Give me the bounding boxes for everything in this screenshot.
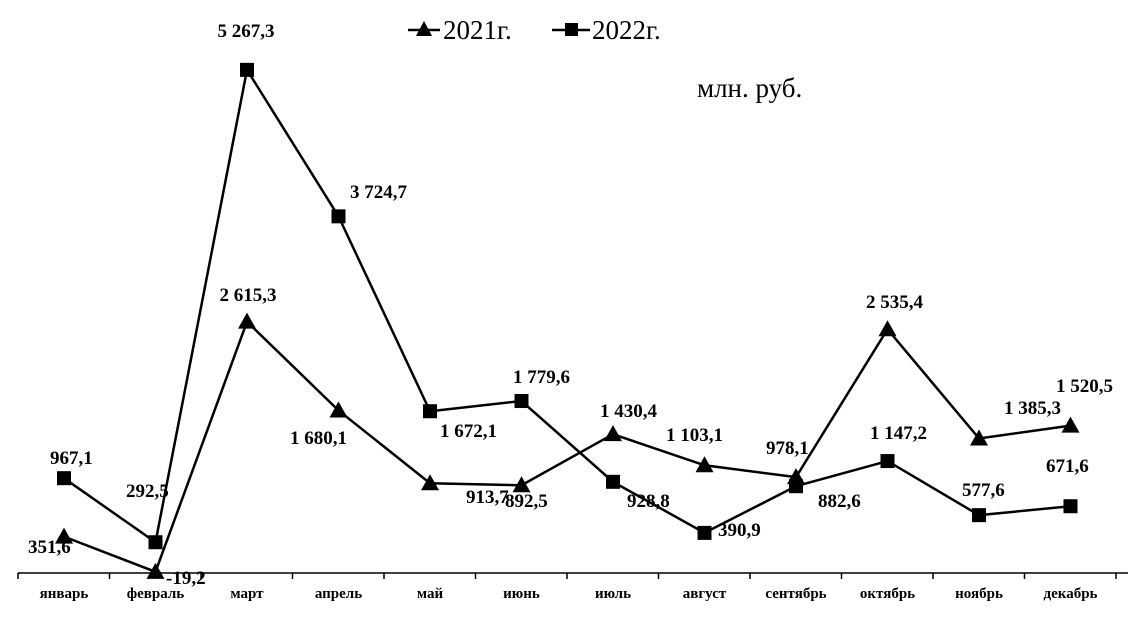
x-tick-label-6: июль (595, 586, 631, 602)
data-label-0-8: 978,1 (766, 438, 809, 459)
data-label-0-9: 2 535,4 (866, 292, 924, 313)
data-label-0-5: 892,5 (505, 491, 548, 512)
triangle-marker-7 (695, 456, 714, 473)
data-label-0-10: 1 385,3 (1004, 398, 1061, 419)
triangle-marker-2 (238, 312, 256, 329)
series-line-2022г. (63, 66, 1071, 545)
x-tick-label-4: май (417, 586, 444, 602)
legend: 2021г. 2022г. (408, 15, 661, 45)
legend-2022-label: 2022г. (592, 15, 661, 45)
triangle-marker-4 (421, 474, 439, 491)
x-axis-tick-labels: январь февраль март апрель май июнь июль август… (40, 586, 1098, 602)
data-label-1-0: 967,1 (50, 448, 93, 469)
square-marker-4 (423, 404, 437, 419)
data-label-1-1: 292,5 (126, 481, 169, 502)
data-label-0-0: 351,6 (28, 537, 71, 558)
triangle-marker-1 (146, 562, 165, 579)
data-label-1-5: 1 779,6 (513, 367, 570, 388)
square-marker-2 (240, 62, 254, 77)
triangle-marker-3 (329, 401, 348, 418)
square-marker-10 (972, 508, 986, 523)
data-label-1-11: 671,6 (1046, 456, 1089, 477)
triangle-marker-9 (878, 320, 897, 337)
square-marker-7 (697, 525, 712, 540)
data-label-0-3: 1 680,1 (290, 428, 347, 449)
x-tick-label-3: апрель (315, 586, 362, 602)
square-marker-11 (1063, 499, 1078, 514)
data-label-1-2: 5 267,3 (218, 21, 275, 42)
x-tick-label-1: февраль (127, 586, 185, 602)
data-label-0-2: 2 615,3 (220, 285, 277, 306)
triangle-marker-6 (604, 425, 622, 442)
data-label-1-8: 882,6 (818, 491, 861, 512)
square-marker-8 (789, 479, 803, 494)
x-tick-label-11: декабрь (1044, 586, 1098, 602)
series-markers (55, 62, 1080, 579)
x-tick-label-8: сентябрь (765, 586, 826, 602)
data-label-0-6: 1 430,4 (600, 401, 658, 422)
square-marker-3 (331, 209, 346, 224)
legend-2022-square-icon (565, 23, 578, 36)
unit-label: млн. руб. (697, 73, 802, 103)
data-label-1-9: 1 147,2 (870, 423, 927, 444)
series-lines (63, 66, 1071, 574)
triangle-marker-5 (512, 476, 531, 493)
data-label-1-7: 390,9 (718, 520, 761, 541)
legend-2021-label: 2021г. (443, 15, 512, 45)
legend-2021-triangle-icon (416, 21, 432, 36)
x-tick-label-9: октябрь (860, 586, 915, 602)
square-marker-9 (880, 454, 895, 469)
x-tick-label-5: июнь (503, 586, 540, 602)
data-label-0-1: -19,2 (166, 568, 206, 589)
square-marker-6 (606, 474, 620, 489)
data-label-0-7: 1 103,1 (666, 425, 723, 446)
square-marker-1 (148, 535, 163, 550)
square-marker-0 (57, 471, 71, 486)
x-axis-ticks (17, 573, 1117, 579)
data-label-1-6: 928,8 (627, 491, 670, 512)
triangle-marker-11 (1061, 416, 1080, 433)
data-label-1-10: 577,6 (962, 480, 1005, 501)
series-line-2021г. (63, 319, 1071, 574)
data-label-1-4: 1 672,1 (440, 421, 497, 442)
data-label-1-3: 3 724,7 (350, 182, 408, 203)
x-tick-label-10: ноябрь (955, 586, 1003, 602)
triangle-marker-0 (55, 527, 73, 544)
data-label-0-11: 1 520,5 (1056, 376, 1113, 397)
x-tick-label-7: август (683, 586, 727, 602)
x-tick-label-0: январь (40, 586, 89, 602)
triangle-marker-10 (970, 429, 988, 446)
square-marker-5 (514, 394, 529, 409)
x-tick-label-2: март (230, 586, 264, 602)
data-label-0-4: 913,7 (466, 487, 509, 508)
